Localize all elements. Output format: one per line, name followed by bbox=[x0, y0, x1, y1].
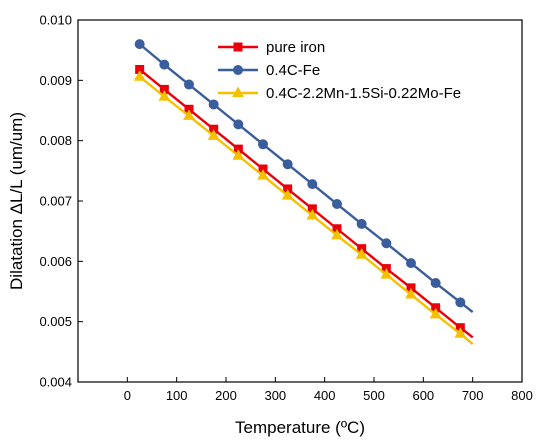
data-point bbox=[134, 39, 145, 50]
data-point bbox=[282, 159, 293, 170]
y-tick-label: 0.010 bbox=[39, 13, 72, 28]
legend-marker bbox=[233, 65, 243, 75]
legend-label: pure iron bbox=[266, 39, 325, 56]
data-point bbox=[233, 119, 244, 130]
y-tick-label: 0.008 bbox=[39, 133, 72, 148]
x-tick-label: 0 bbox=[124, 388, 131, 403]
x-tick-label: 600 bbox=[412, 388, 434, 403]
x-tick-label: 200 bbox=[215, 388, 237, 403]
x-tick-label: 400 bbox=[314, 388, 336, 403]
series-0 bbox=[135, 64, 474, 339]
y-axis-title: Dilatation ΔL/L (um/um) bbox=[7, 112, 26, 290]
y-tick-label: 0.006 bbox=[39, 254, 72, 269]
data-point bbox=[133, 70, 146, 81]
data-point bbox=[208, 99, 219, 110]
data-point bbox=[257, 169, 269, 180]
legend: pure iron 0.4C-Fe 0.4C-2.2Mn-1.5Si-0.22Mo-… bbox=[218, 39, 461, 102]
y-tick-label: 0.007 bbox=[39, 194, 72, 209]
data-point bbox=[158, 90, 171, 101]
y-tick-label: 0.005 bbox=[39, 314, 72, 329]
series-2 bbox=[133, 70, 474, 345]
legend-label: 0.4C-Fe bbox=[266, 62, 320, 79]
data-point bbox=[332, 199, 342, 210]
data-point bbox=[356, 218, 367, 229]
x-axis-title: Temperature (ºC) bbox=[235, 418, 365, 437]
data-point bbox=[430, 278, 441, 289]
series-layer bbox=[133, 39, 474, 345]
data-point bbox=[207, 129, 220, 140]
data-point bbox=[159, 59, 170, 70]
data-point bbox=[454, 327, 467, 338]
data-point bbox=[307, 179, 318, 190]
legend-item: 0.4C-Fe bbox=[218, 62, 320, 79]
data-point bbox=[406, 258, 416, 269]
legend-marker bbox=[233, 42, 243, 52]
data-point bbox=[306, 208, 319, 220]
data-point bbox=[184, 79, 194, 90]
x-tick-label: 100 bbox=[166, 388, 188, 403]
data-point bbox=[258, 139, 268, 150]
data-point bbox=[183, 109, 195, 120]
series-1 bbox=[134, 39, 474, 313]
legend-item: pure iron bbox=[218, 39, 325, 56]
data-point bbox=[380, 268, 393, 279]
data-point bbox=[331, 228, 343, 240]
data-point bbox=[455, 297, 466, 308]
x-tick-label: 700 bbox=[462, 388, 484, 403]
legend-label: 0.4C-2.2Mn-1.5Si-0.22Mo-Fe bbox=[266, 85, 461, 102]
data-point bbox=[429, 307, 442, 319]
legend-item: 0.4C-2.2Mn-1.5Si-0.22Mo-Fe bbox=[218, 85, 461, 102]
data-point bbox=[355, 248, 368, 259]
data-point bbox=[405, 287, 417, 299]
legend-marker bbox=[232, 86, 244, 97]
x-tick-label: 800 bbox=[511, 388, 533, 403]
x-tick-label: 500 bbox=[363, 388, 385, 403]
x-tick-label: 300 bbox=[264, 388, 286, 403]
y-tick-label: 0.009 bbox=[39, 73, 72, 88]
axis-ticks: 0 100 200 300 400 500 600 700 800 0.004 0.005 0.006… bbox=[39, 13, 532, 404]
data-point bbox=[232, 149, 245, 160]
data-point bbox=[281, 189, 294, 200]
y-tick-label: 0.004 bbox=[39, 375, 72, 390]
data-point bbox=[381, 238, 392, 249]
